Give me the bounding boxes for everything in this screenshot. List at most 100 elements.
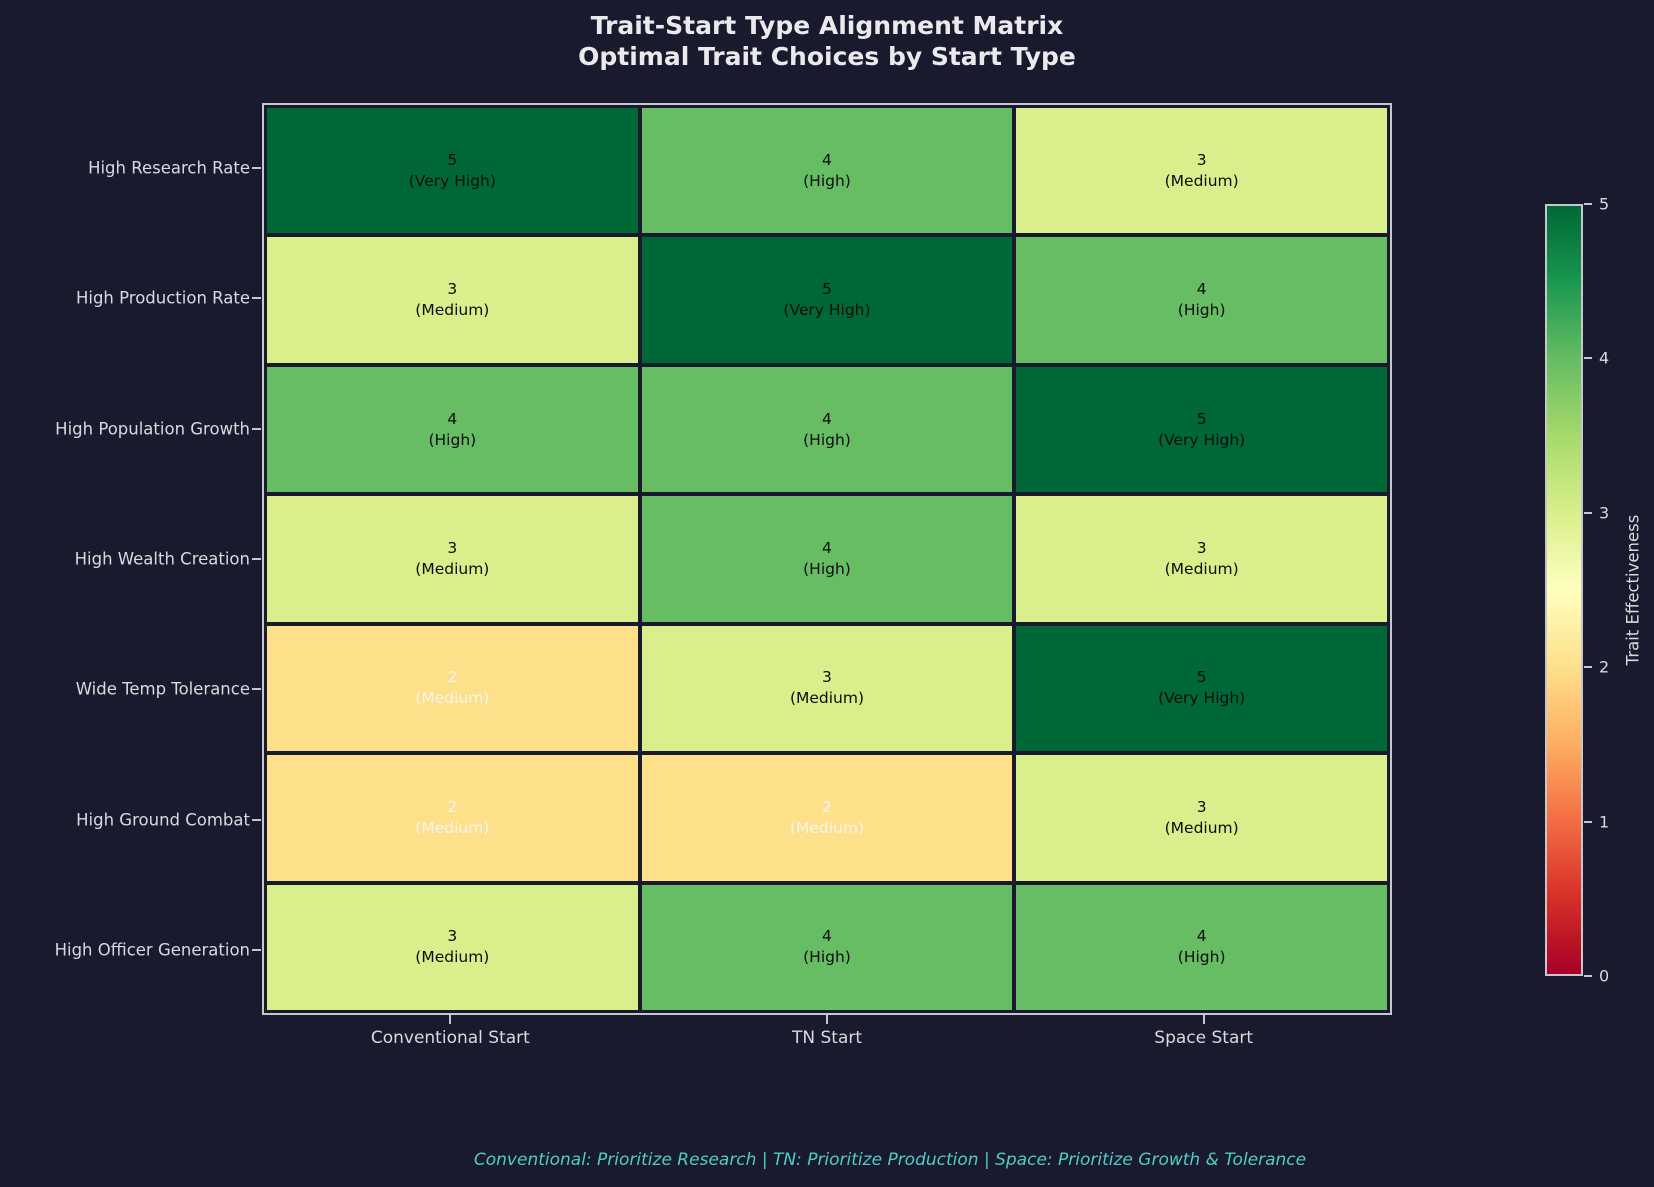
heatmap-cell: 3 (Medium) [1016,755,1387,881]
cell-value: 4 [822,150,832,169]
cell-value: 5 [1196,409,1207,428]
cell-qualifier: (Medium) [415,689,490,708]
cell-qualifier: (Medium) [415,818,490,837]
heatmap-cell: 5 (Very High) [1016,625,1387,752]
chart-title: Trait-Start Type Alignment Matrix [590,11,1064,40]
y-axis-tick [252,818,261,821]
cell-value: 3 [1196,538,1207,557]
heatmap-cell: 4 (High) [641,496,1013,622]
cell-qualifier: (Medium) [1164,818,1239,837]
y-axis-tick [252,167,261,170]
cell-qualifier: (Very High) [1158,689,1246,708]
colorbar-tick-label: 1 [1599,812,1610,832]
heatmap-grid: 5 (Very High) 4 (High) 3 (Medium) 3 (Medium) 5 (V… [262,103,1392,1015]
colorbar-tick [1584,975,1592,977]
cell-qualifier: (Medium) [415,559,490,578]
colorbar-tick [1584,511,1592,514]
cell-qualifier: (High) [803,948,851,967]
heatmap-cell: 4 (High) [641,884,1013,1010]
heatmap-cell: 4 (High) [1016,237,1387,363]
colorbar-tick [1584,666,1592,669]
cell-value: 2 [447,668,458,687]
cell-qualifier: (Very High) [1158,430,1246,449]
y-axis-tick [252,427,261,430]
colorbar-tick-label: 3 [1599,503,1610,523]
row-label: High Production Rate [75,288,250,308]
col-label: Space Start [1154,1028,1254,1048]
row-label: High Research Rate [88,158,250,178]
heatmap-cell: 3 (Medium) [1016,108,1387,234]
heatmap-cell: 5 (Very High) [267,108,638,234]
heatmap-cell: 4 (High) [267,366,638,493]
row-label: High Population Growth [55,419,250,439]
y-axis-tick [252,688,261,691]
cell-value: 5 [822,280,832,299]
row-label: Wide Temp Tolerance [75,679,250,699]
cell-value: 5 [447,150,458,169]
cell-qualifier: (High) [803,171,851,190]
heatmap-cell: 3 (Medium) [267,884,638,1010]
heatmap-cell: 3 (Medium) [641,625,1013,752]
cell-value: 3 [447,280,458,299]
heatmap-cell: 4 (High) [1016,884,1387,1010]
cell-qualifier: (Medium) [1164,559,1239,578]
heatmap-cell: 2 (Medium) [641,755,1013,881]
cell-value: 3 [447,538,458,557]
cell-qualifier: (Very High) [783,301,871,320]
cell-value: 3 [822,668,832,687]
colorbar-tick [1584,820,1592,823]
chart-title-block: Trait-Start Type Alignment Matrix Optima… [578,10,1076,72]
cell-value: 2 [447,797,458,816]
row-label: High Ground Combat [76,810,250,830]
chart-subtitle: Optimal Trait Choices by Start Type [578,42,1076,71]
cell-value: 4 [1196,927,1207,946]
x-axis-tick [449,1015,452,1024]
cell-value: 5 [1196,668,1207,687]
y-axis-tick [252,297,261,300]
cell-qualifier: (Medium) [1164,171,1239,190]
cell-value: 4 [822,538,832,557]
row-label: High Officer Generation [54,940,250,960]
cell-qualifier: (Medium) [415,301,490,320]
colorbar-tick [1584,357,1592,360]
heatmap-cell: 4 (High) [641,108,1013,234]
cell-value: 3 [1196,797,1207,816]
cell-value: 4 [822,927,832,946]
cell-qualifier: (Medium) [789,689,865,708]
colorbar-tick-label: 2 [1599,657,1610,677]
y-axis-tick [252,948,261,951]
y-axis-tick [252,558,261,560]
heatmap-cell: 2 (Medium) [267,755,638,881]
col-label: TN Start [791,1028,863,1048]
heatmap-cell: 5 (Very High) [1016,366,1387,493]
footer-note: Conventional: Prioritize Research | TN: … [473,1150,1307,1170]
cell-qualifier: (High) [803,559,851,578]
heatmap-cell: 5 (Very High) [641,237,1013,363]
cell-value: 2 [822,797,832,816]
col-label: Conventional Start [370,1028,530,1048]
cell-qualifier: (High) [1177,301,1226,320]
cell-value: 4 [822,409,832,428]
cell-value: 3 [447,927,458,946]
cell-value: 4 [1196,280,1207,299]
colorbar-tick [1584,203,1592,205]
heatmap-cell: 2 (Medium) [267,625,638,752]
colorbar-tick-label: 4 [1599,348,1610,368]
row-label: High Wealth Creation [74,549,250,569]
heatmap-cell: 3 (Medium) [267,237,638,363]
colorbar-label: Trait Effectiveness [1623,514,1643,666]
cell-qualifier: (Medium) [415,948,490,967]
cell-qualifier: (High) [428,430,477,449]
colorbar-tick-label: 0 [1599,966,1610,986]
cell-qualifier: (High) [803,430,851,449]
x-axis-tick [826,1015,828,1024]
heatmap-cell: 3 (Medium) [267,496,638,622]
heatmap-cell: 4 (High) [641,366,1013,493]
colorbar [1545,204,1583,976]
cell-qualifier: (Very High) [408,171,496,190]
colorbar-tick-label: 5 [1599,194,1610,214]
heatmap-cell: 3 (Medium) [1016,496,1387,622]
x-axis-tick [1202,1015,1205,1024]
cell-qualifier: (High) [1177,948,1226,967]
